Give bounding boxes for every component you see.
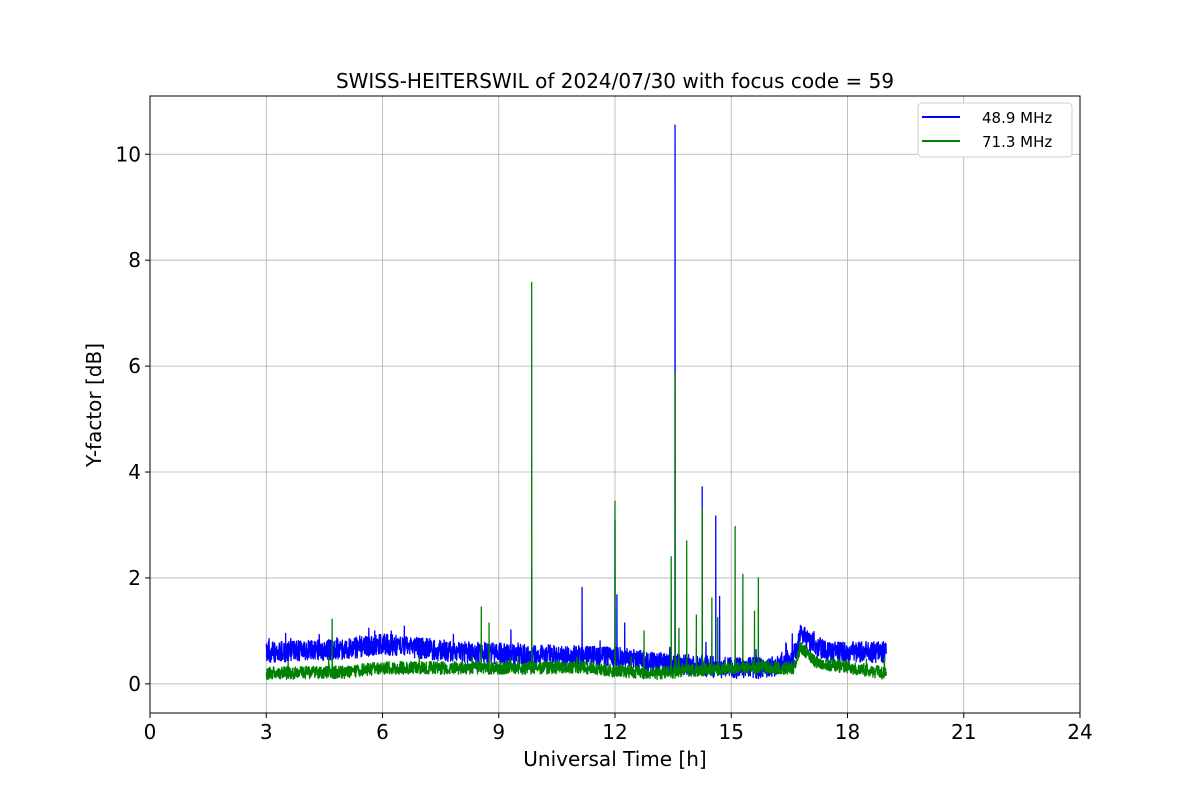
x-tick-label: 0 <box>144 720 157 744</box>
y-tick-label: 4 <box>128 460 141 484</box>
legend-label-71-3-mhz: 71.3 MHz <box>982 133 1052 151</box>
y-axis-label: Y-factor [dB] <box>82 343 106 468</box>
x-tick-label: 15 <box>719 720 744 744</box>
legend-label-48-9-mhz: 48.9 MHz <box>982 109 1052 127</box>
x-tick-label: 18 <box>835 720 860 744</box>
x-axis: 0 3 6 9 12 15 18 21 24 <box>144 713 1093 744</box>
x-tick-label: 3 <box>260 720 273 744</box>
y-tick-label: 10 <box>116 142 141 166</box>
y-tick-label: 0 <box>128 672 141 696</box>
x-axis-label: Universal Time [h] <box>523 747 706 771</box>
legend: 48.9 MHz 71.3 MHz <box>917 102 1073 158</box>
x-tick-label: 21 <box>951 720 976 744</box>
y-tick-label: 6 <box>128 354 141 378</box>
x-tick-label: 6 <box>376 720 389 744</box>
y-tick-label: 2 <box>128 566 141 590</box>
y-tick-label: 8 <box>128 248 141 272</box>
x-tick-label: 24 <box>1067 720 1092 744</box>
x-tick-label: 12 <box>602 720 627 744</box>
x-tick-label: 9 <box>492 720 505 744</box>
chart-title: SWISS-HEITERSWIL of 2024/07/30 with focu… <box>336 69 894 93</box>
series-line-71-3-mhz <box>265 281 887 680</box>
y-axis: 0 2 4 6 8 10 <box>116 142 150 696</box>
plot-area <box>265 124 887 680</box>
